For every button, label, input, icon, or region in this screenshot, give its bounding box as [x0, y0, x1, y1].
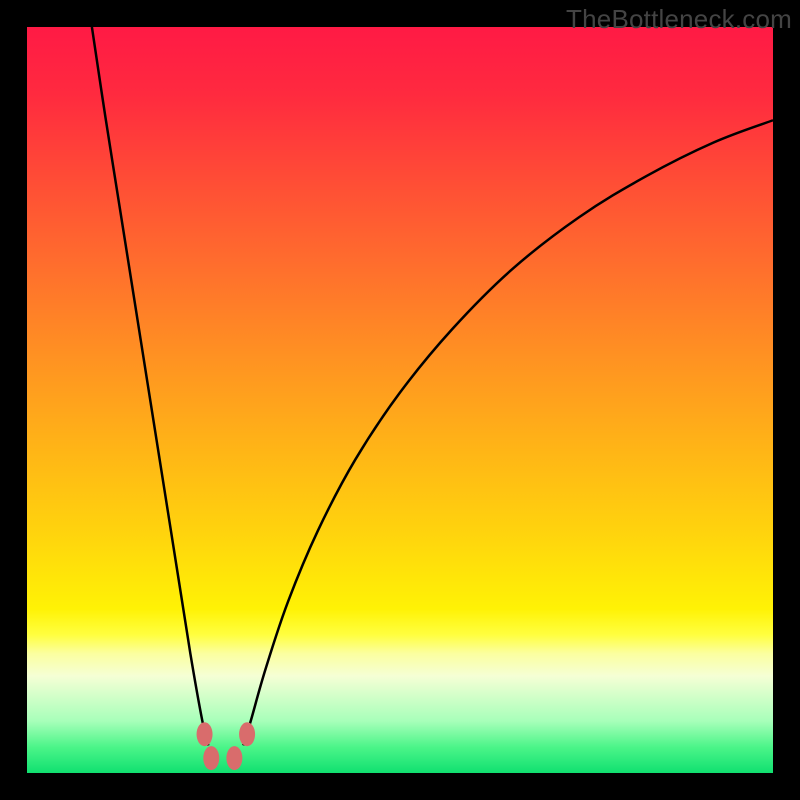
chart-container: TheBottleneck.com: [0, 0, 800, 800]
bottleneck-chart: [0, 0, 800, 800]
marker-dot: [203, 746, 219, 770]
plot-background: [27, 27, 773, 773]
watermark-text: TheBottleneck.com: [566, 4, 792, 35]
marker-dot: [226, 746, 242, 770]
marker-dot: [239, 722, 255, 746]
marker-dot: [197, 722, 213, 746]
